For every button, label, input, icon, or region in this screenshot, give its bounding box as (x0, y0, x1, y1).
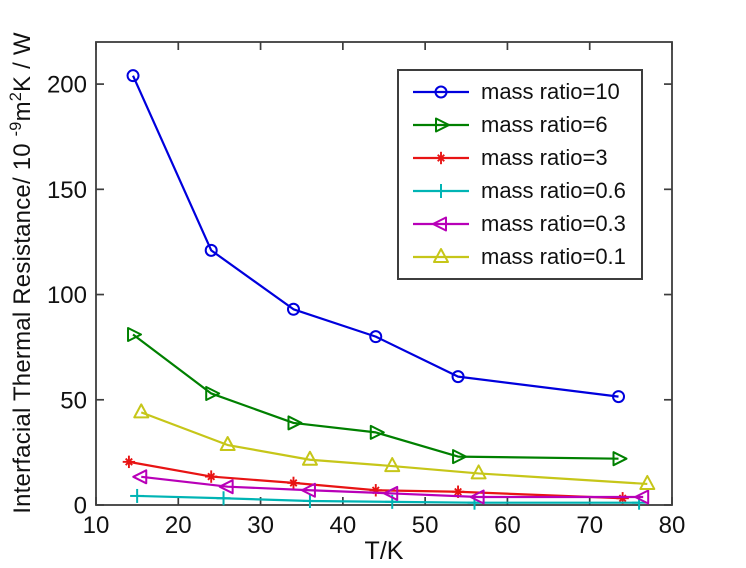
marker-asterisk (434, 151, 448, 165)
marker-circle (286, 302, 300, 316)
series-mass-ratio-0-1 (133, 403, 656, 490)
x-tick-label: 70 (576, 512, 603, 539)
legend-item-mass-ratio-3: mass ratio=3 (411, 141, 641, 174)
marker-triangle-up (639, 474, 656, 490)
marker-asterisk (122, 455, 136, 469)
legend-sample-asterisk (413, 151, 469, 165)
marker-triangle-right (205, 385, 221, 401)
series-line (128, 460, 623, 500)
marker-circle (126, 69, 140, 83)
y-tick-label: 0 (74, 493, 87, 520)
marker-plus (216, 491, 231, 506)
series-line (141, 475, 644, 499)
legend-item-mass-ratio-6: mass ratio=6 (411, 108, 641, 141)
marker-triangle-left (132, 469, 148, 485)
y-tick-label: 100 (47, 282, 87, 309)
legend-sample-triangle-right (413, 117, 469, 133)
x-tick-label: 50 (412, 512, 439, 539)
marker-triangle-left (634, 489, 650, 505)
y-tick-label: 150 (47, 177, 87, 204)
x-tick-label: 60 (494, 512, 521, 539)
x-tick-label: 80 (659, 512, 686, 539)
marker-triangle-up (470, 464, 487, 480)
legend-item-mass-ratio-0-6: mass ratio=0.6 (411, 175, 641, 208)
marker-plus (302, 494, 317, 509)
legend-item-mass-ratio-10: mass ratio=10 (411, 75, 641, 108)
marker-plus (130, 488, 145, 503)
marker-triangle-right (435, 117, 450, 133)
y-axis-label-squared: 2 (7, 91, 25, 102)
marker-triangle-left (383, 485, 399, 501)
series-mass-ratio-0-6 (130, 488, 647, 510)
legend-label: mass ratio=3 (481, 144, 608, 170)
y-axis-label-exponent: -9 (7, 121, 25, 137)
marker-triangle-up (433, 248, 449, 264)
y-tick-label: 50 (60, 387, 87, 414)
x-tick-label: 30 (247, 512, 274, 539)
marker-triangle-right (287, 415, 303, 431)
marker-triangle-right (127, 327, 143, 343)
x-tick-label: 10 (83, 512, 110, 539)
marker-triangle-up (384, 457, 401, 473)
legend-label: mass ratio=6 (481, 111, 608, 137)
series-mass-ratio-10 (126, 69, 626, 404)
legend-label: mass ratio=0.3 (481, 211, 626, 237)
marker-triangle-up (219, 436, 236, 452)
marker-triangle-left (432, 216, 447, 232)
x-tick-label: 40 (330, 512, 357, 539)
legend-label: mass ratio=0.6 (481, 178, 626, 204)
series-mass-ratio-6 (127, 327, 628, 467)
series-line (140, 411, 648, 486)
y-axis-label: Interfacial Thermal Resistance/ 10 -9m2K… (7, 32, 37, 513)
legend: mass ratio=10 mass ratio=6 mass ratio=3 mas… (397, 69, 643, 280)
marker-triangle-left (300, 482, 316, 498)
legend-sample-circle (413, 85, 469, 99)
x-axis-label: T/K (364, 537, 404, 565)
marker-circle (369, 330, 383, 344)
legend-item-mass-ratio-0-1: mass ratio=0.1 (411, 241, 641, 274)
marker-triangle-up (133, 403, 150, 419)
marker-circle (434, 85, 448, 99)
marker-circle (204, 243, 218, 257)
legend-label: mass ratio=0.1 (481, 244, 626, 270)
marker-circle (612, 390, 626, 404)
series-line (137, 494, 640, 504)
series-mass-ratio-0-3 (132, 469, 650, 505)
marker-triangle-right (452, 449, 468, 465)
marker-triangle-up (301, 450, 318, 466)
legend-sample-plus (413, 184, 469, 199)
series-line (132, 333, 619, 460)
marker-asterisk (287, 476, 300, 490)
marker-circle (451, 370, 465, 384)
series-line (132, 75, 619, 398)
marker-triangle-right (612, 451, 628, 467)
y-axis-label-unit-m: m (9, 101, 36, 122)
legend-sample-triangle-up (413, 248, 469, 264)
legend-label: mass ratio=10 (481, 78, 620, 104)
marker-triangle-left (218, 479, 234, 495)
legend-sample-triangle-left (413, 216, 469, 232)
marker-triangle-right (369, 424, 385, 440)
y-tick-label: 200 (47, 72, 87, 99)
marker-asterisk (205, 470, 218, 483)
y-axis-label-text: Interfacial Thermal Resistance/ 10 (9, 136, 36, 514)
y-axis-label-unit-kw: K / W (9, 32, 36, 92)
marker-triangle-left (469, 489, 485, 505)
x-tick-label: 20 (165, 512, 192, 539)
legend-item-mass-ratio-0-3: mass ratio=0.3 (411, 208, 641, 241)
axes-frame (95, 41, 673, 506)
marker-asterisk (369, 484, 382, 497)
marker-plus (434, 184, 448, 199)
